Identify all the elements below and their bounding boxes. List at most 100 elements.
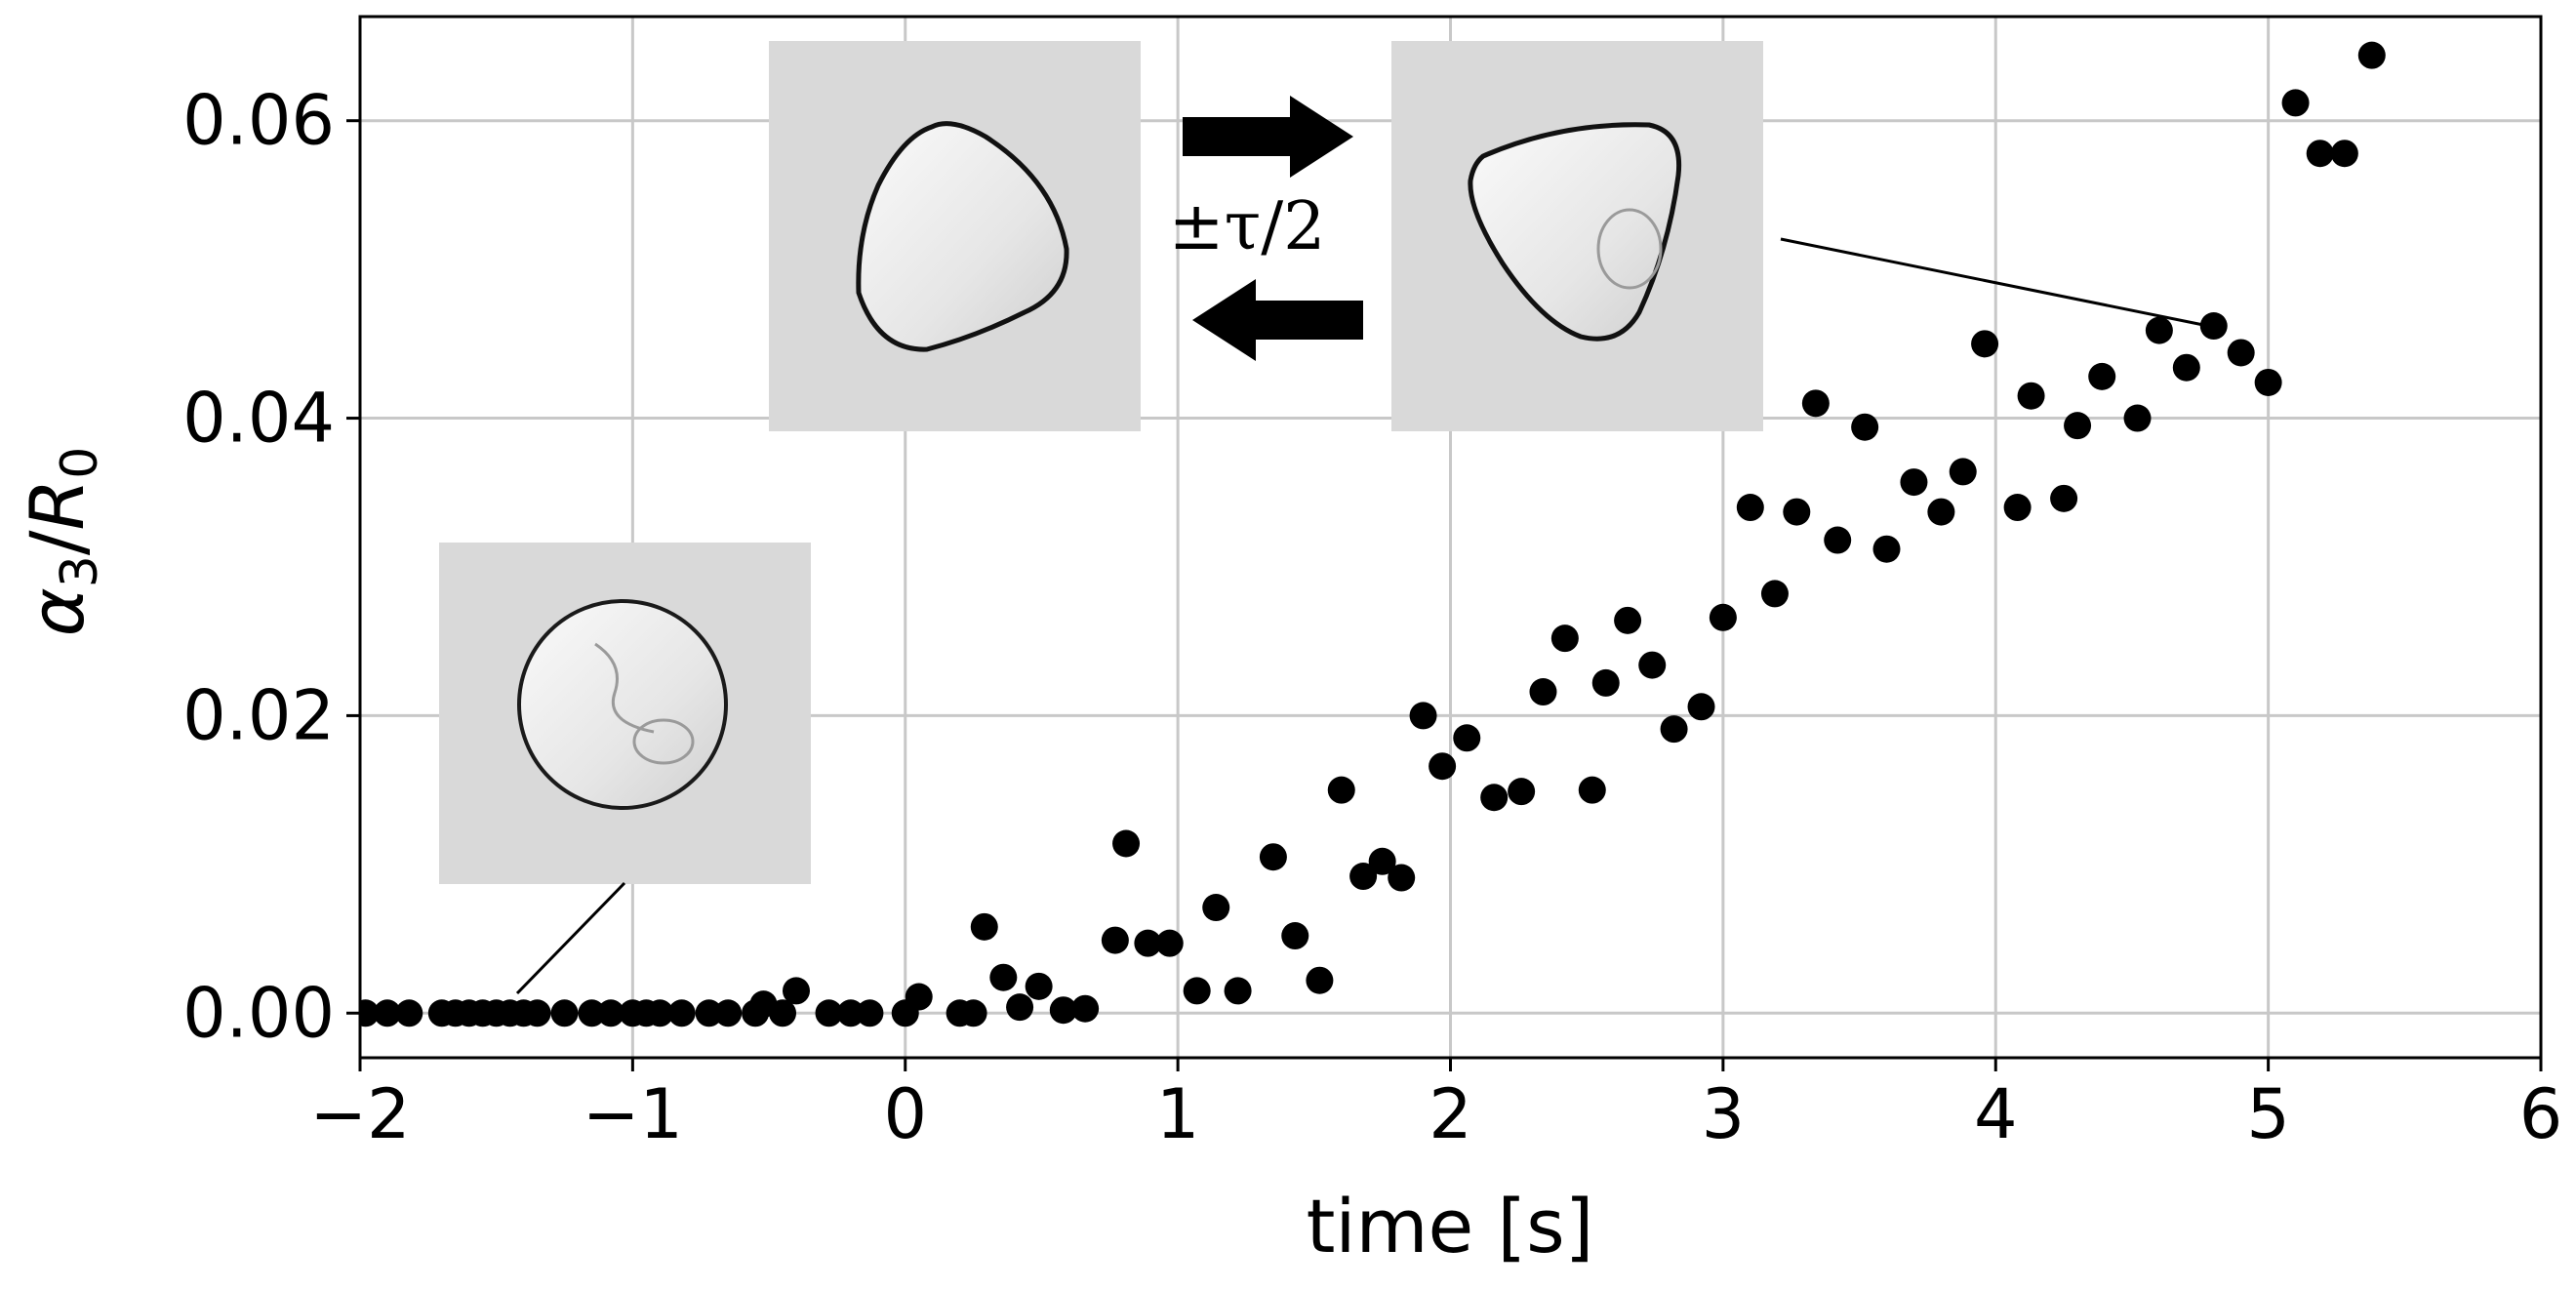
data-point [2003, 494, 2032, 522]
x-tick-label: 2 [1429, 1074, 1472, 1154]
data-point [1101, 926, 1129, 954]
data-point [2330, 140, 2358, 168]
data-point [395, 999, 423, 1027]
data-point [2050, 484, 2078, 512]
data-point [1709, 603, 1737, 631]
data-point [1281, 922, 1309, 950]
y-tick-label: 0.00 [182, 973, 335, 1053]
data-point [1025, 972, 1053, 1000]
data-point [1660, 715, 1688, 744]
data-point [646, 999, 674, 1027]
x-axis-ticks: −2 −1 0 1 2 3 4 5 6 [309, 1058, 2562, 1154]
data-point [1071, 994, 1100, 1023]
data-point [1971, 330, 1999, 358]
x-axis-title: time [s] [1307, 1183, 1594, 1269]
x-tick-label: 0 [883, 1074, 927, 1154]
data-point [1529, 678, 1557, 706]
x-tick-label: 6 [2519, 1074, 2563, 1154]
data-point [769, 999, 797, 1027]
data-point [2306, 140, 2334, 168]
data-point [1202, 894, 1230, 922]
data-point [695, 999, 723, 1027]
data-point [1134, 929, 1162, 957]
data-point [815, 999, 843, 1027]
data-point [1801, 389, 1830, 418]
data-point [1824, 526, 1852, 554]
data-point [1453, 724, 1481, 752]
inset-leader-line-1 [515, 881, 626, 995]
data-point [714, 999, 743, 1027]
data-point [1851, 413, 1879, 441]
data-point [1687, 693, 1715, 721]
y-tick-label: 0.02 [182, 675, 335, 755]
data-point [1327, 776, 1355, 804]
data-point [360, 999, 380, 1027]
y-tick-label: 0.04 [182, 379, 335, 459]
data-point [1480, 784, 1509, 812]
data-point [1638, 651, 1667, 679]
data-point [2357, 41, 2386, 69]
plot-frame [358, 15, 2543, 1060]
data-point [2227, 339, 2255, 367]
inset-image-triangle-left [769, 41, 1141, 431]
data-point [2088, 362, 2116, 390]
x-tick-label: 1 [1156, 1074, 1200, 1154]
data-point [959, 999, 987, 1027]
data-point [1306, 966, 1334, 994]
data-point [597, 999, 625, 1027]
x-tick-label: 5 [2246, 1074, 2290, 1154]
arrow-left-icon [1192, 279, 1363, 361]
data-point [2199, 312, 2228, 341]
data-point [1049, 996, 1077, 1025]
data-point [1614, 606, 1642, 634]
data-point [1591, 668, 1620, 697]
data-point [2123, 404, 2152, 432]
x-tick-label: −2 [309, 1074, 410, 1154]
data-point [1259, 843, 1287, 871]
data-point [1409, 702, 1437, 730]
data-point [989, 963, 1018, 991]
inset-leader-line-2 [1780, 237, 2214, 329]
data-point [1927, 498, 1955, 526]
data-point [1949, 458, 1977, 486]
x-tick-label: 4 [1974, 1074, 2018, 1154]
data-point [2254, 368, 2282, 396]
data-point [905, 983, 933, 1011]
data-point [2064, 412, 2092, 440]
data-point [1736, 494, 1764, 522]
data-point [550, 999, 579, 1027]
data-point [2281, 89, 2310, 117]
data-point [2172, 353, 2200, 382]
data-point [1900, 468, 1928, 497]
data-point [1578, 776, 1606, 804]
data-point [578, 999, 606, 1027]
data-point [1183, 977, 1211, 1005]
x-tick-label: 3 [1702, 1074, 1746, 1154]
data-point [1550, 624, 1579, 653]
data-point [1349, 863, 1378, 891]
annotation-tau-half: ±τ/2 [1169, 188, 1326, 265]
data-point [1783, 498, 1811, 526]
data-points [360, 41, 2386, 1027]
data-point [1508, 778, 1536, 806]
data-point [1388, 864, 1416, 892]
data-point [2017, 382, 2045, 410]
data-point [1006, 993, 1034, 1022]
x-tick-label: −1 [583, 1074, 683, 1154]
data-point [523, 999, 551, 1027]
data-point [1368, 847, 1396, 875]
y-tick-label: 0.06 [182, 81, 335, 161]
data-point [970, 912, 998, 941]
data-point [1760, 580, 1789, 608]
data-point [2145, 316, 2173, 344]
inset-image-circle [439, 543, 811, 884]
data-point [1224, 977, 1252, 1005]
data-point [1872, 535, 1901, 563]
data-point [1112, 829, 1141, 858]
data-point [1429, 752, 1457, 781]
arrow-right-icon [1183, 96, 1353, 178]
y-axis-title: α3/R0 [14, 447, 109, 637]
data-point [667, 999, 696, 1027]
data-point [373, 999, 401, 1027]
